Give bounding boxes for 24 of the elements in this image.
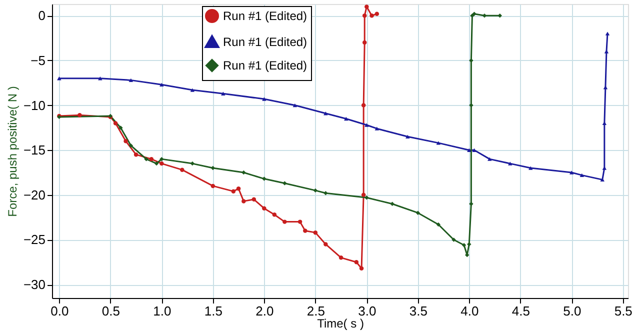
x-axis-title: Time( s ) (317, 316, 364, 330)
y-tick-label: −15 (23, 142, 46, 158)
x-tick-label: 5.5 (614, 304, 632, 318)
legend-label: Run #1 (Edited) (223, 35, 308, 49)
x-tick-label: 3.5 (409, 304, 428, 318)
x-tick-label: 2.0 (256, 304, 274, 318)
y-tick-label: −5 (30, 52, 46, 68)
x-tick-label: 3.0 (358, 304, 376, 318)
x-tick-label: 1.0 (153, 304, 172, 318)
x-tick-label: 4.0 (460, 304, 479, 318)
x-tick-label: 2.5 (306, 304, 325, 318)
y-axis-title: Force, push positive( N ) (5, 86, 20, 217)
y-tick-label: −30 (23, 277, 46, 292)
y-tick-label: −25 (23, 232, 46, 248)
x-tick-label: 5.0 (563, 304, 582, 318)
legend-label: Run #1 (Edited) (223, 9, 308, 23)
y-tick-label: −10 (23, 98, 46, 113)
x-tick-label: 0.0 (50, 304, 69, 318)
y-tick-label: 0 (38, 8, 46, 24)
x-tick-label: 1.5 (204, 304, 222, 318)
x-tick-label: 4.5 (512, 304, 530, 318)
x-tick-label: 0.5 (102, 304, 120, 318)
y-tick-label: −20 (23, 187, 46, 202)
legend-label: Run #1 (Edited) (223, 58, 308, 72)
